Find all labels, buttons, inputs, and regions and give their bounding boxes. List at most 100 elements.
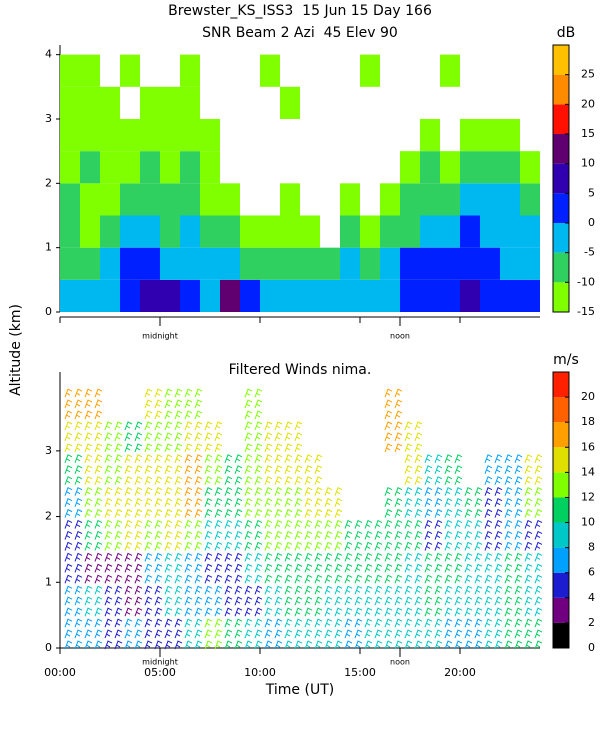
wind-barb <box>494 487 503 496</box>
wind-barb-group <box>104 519 123 551</box>
wind-barb <box>184 629 193 639</box>
wind-barb <box>74 476 83 485</box>
wind-barb <box>244 596 253 606</box>
wind-barb <box>74 552 83 562</box>
wind-barb <box>214 530 223 540</box>
wind-barb <box>174 388 183 398</box>
wind-barb <box>414 432 423 442</box>
wind-barb <box>504 497 513 507</box>
wind-barb <box>234 530 243 540</box>
wind-barb-group <box>284 552 303 584</box>
wind-barb <box>284 552 293 562</box>
wind-barb-group <box>64 552 83 584</box>
wind-barb <box>174 497 183 507</box>
wind-barb <box>104 487 113 496</box>
heatmap-cell <box>100 215 120 248</box>
wind-barb <box>114 596 123 606</box>
wind-barb <box>124 443 133 453</box>
wind-barb <box>164 465 173 474</box>
wind-barb <box>174 487 183 496</box>
wind-barb <box>184 508 193 518</box>
wind-barb <box>254 421 263 431</box>
wind-barb <box>394 607 403 617</box>
wind-barb <box>154 465 163 474</box>
wind-barb <box>84 421 93 431</box>
wind-barb <box>364 552 373 562</box>
wind-barb <box>114 640 123 650</box>
wind-barb <box>84 388 93 398</box>
annotation: midnight <box>142 658 178 667</box>
wind-barb <box>274 574 283 584</box>
wind-barb <box>354 574 363 584</box>
wind-barb <box>344 585 353 595</box>
wind-barb-group <box>244 454 263 485</box>
wind-barb <box>384 421 393 431</box>
wind-barb <box>144 476 153 485</box>
wind-barb <box>184 607 193 617</box>
wind-barb <box>484 596 493 606</box>
wind-barb <box>354 563 363 573</box>
wind-barb <box>224 563 233 573</box>
wind-barb <box>334 519 343 529</box>
heatmap-cell <box>60 54 80 87</box>
wind-barb <box>374 607 383 617</box>
colorbar-swatch <box>553 547 569 573</box>
wind-barb <box>84 618 93 628</box>
wind-barb <box>514 618 523 628</box>
wind-barb <box>234 508 243 518</box>
wind-barb <box>484 497 493 507</box>
wind-barb <box>134 454 143 464</box>
wind-barb <box>404 454 413 464</box>
heatmap-cell <box>400 279 420 312</box>
wind-barb <box>164 519 173 529</box>
wind-barb <box>274 541 283 551</box>
wind-barb <box>194 454 203 464</box>
wind-barb <box>244 497 253 507</box>
wind-barb <box>184 454 193 464</box>
wind-barb <box>284 530 293 540</box>
colorbar-tick-label: -15 <box>577 305 595 318</box>
wind-barb <box>454 519 463 529</box>
wind-barb <box>104 530 113 540</box>
wind-barb <box>244 607 253 617</box>
wind-barb <box>414 530 423 540</box>
wind-barb <box>74 388 83 398</box>
wind-barb <box>174 596 183 606</box>
heatmap-cell <box>180 118 200 152</box>
wind-barb <box>264 563 273 573</box>
colorbar-label: dB <box>557 25 576 41</box>
wind-barb <box>464 596 473 606</box>
wind-barb <box>234 454 243 464</box>
wind-barb <box>174 574 183 584</box>
wind-barb <box>84 497 93 507</box>
wind-barb <box>84 432 93 442</box>
wind-barb <box>394 530 403 540</box>
wind-barb-group <box>164 585 183 617</box>
wind-barb <box>514 465 523 474</box>
wind-barb <box>114 607 123 617</box>
wind-barb <box>434 487 443 496</box>
wind-barb <box>514 552 523 562</box>
wind-barb-group <box>424 585 443 617</box>
wind-barb <box>254 487 263 496</box>
wind-barb <box>134 465 143 474</box>
heatmap-cell <box>360 247 380 280</box>
wind-barb <box>414 508 423 518</box>
wind-barb <box>454 607 463 617</box>
wind-barb <box>244 530 253 540</box>
wind-barb-group <box>304 454 323 485</box>
wind-barb <box>424 596 433 606</box>
wind-barb <box>464 618 473 628</box>
wind-barb <box>494 519 503 529</box>
wind-barb-group <box>204 519 223 551</box>
heatmap-cell <box>100 118 120 152</box>
wind-barb <box>124 563 133 573</box>
wind-barb <box>474 585 483 595</box>
wind-barb <box>224 629 233 639</box>
wind-barb <box>514 585 523 595</box>
wind-barb <box>294 596 303 606</box>
colorbar-swatch <box>553 282 569 312</box>
colorbar-tick-label: 0 <box>588 641 595 654</box>
wind-barb <box>454 596 463 606</box>
